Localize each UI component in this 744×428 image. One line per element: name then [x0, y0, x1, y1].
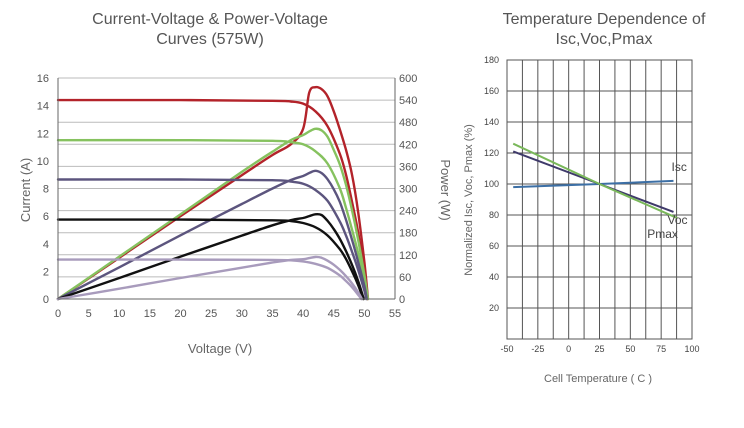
chart2-series-group [512, 142, 678, 220]
chart1-y2-tick-label: 0 [399, 294, 405, 306]
chart2-title-line-2: Isc,Voc,Pmax [556, 31, 653, 48]
chart2-y-tick-label: 60 [489, 241, 499, 251]
chart1-y-axis-label: Current (A) [18, 158, 33, 222]
chart2-y-tick-label: 160 [484, 86, 499, 96]
chart1-y2-tick-label: 120 [399, 250, 417, 262]
chart2-y-tick-label: 80 [489, 210, 499, 220]
chart1-title-line-2: Curves (575W) [156, 31, 264, 48]
chart2-y-axis-ticks: 20 40 60 80 100 120 140 160 180 [484, 55, 499, 313]
chart1-y2-axis-label: Power (W) [438, 159, 453, 220]
chart1-left-axis-ticks: 0 2 4 6 8 10 12 14 16 [37, 73, 49, 306]
chart1-x-tick-label: 20 [174, 308, 186, 320]
chart2-label-isc: Isc [672, 160, 687, 174]
chart1-series-current-6 [56, 218, 365, 301]
chart1-y2-tick-label: 300 [399, 184, 417, 196]
chart1-x-tick-label: 5 [86, 308, 92, 320]
chart1-x-tick-label: 0 [55, 308, 61, 320]
chart1-series-current-4 [56, 178, 368, 301]
chart1-x-tick-label: 50 [358, 308, 370, 320]
chart2-label-pmax: Pmax [647, 227, 678, 241]
chart2-x-axis-label: Cell Temperature ( C ) [544, 373, 652, 385]
chart2-x-tick-label: 75 [656, 344, 666, 354]
chart1-x-axis-label: Voltage (V) [188, 341, 252, 356]
chart1-series-power-9 [56, 255, 364, 301]
temperature-dependence-chart: Temperature Dependence of Isc,Voc,Pmax 2… [463, 11, 706, 385]
chart1-series-current-0 [56, 98, 369, 301]
chart2-y-tick-label: 120 [484, 148, 499, 158]
chart1-x-tick-label: 10 [113, 308, 125, 320]
chart2-x-tick-label: -25 [531, 344, 544, 354]
chart1-x-tick-label: 40 [297, 308, 309, 320]
chart1-series-power-3 [56, 127, 370, 301]
chart1-y-tick-label: 8 [43, 184, 49, 196]
chart1-y-tick-label: 2 [43, 266, 49, 278]
chart2-y-tick-label: 180 [484, 55, 499, 65]
chart1-y-tick-label: 14 [37, 101, 49, 113]
chart1-series-current-8 [56, 258, 363, 301]
chart1-y-tick-label: 4 [43, 239, 49, 251]
iv-pv-chart: Current-Voltage & Power-Voltage Curves (… [18, 11, 453, 356]
chart2-y-axis-label: Normalized Isc, Voc, Pmax (%) [463, 124, 475, 276]
chart2-title-line-1: Temperature Dependence of [503, 11, 706, 28]
chart2-gridlines [506, 59, 693, 340]
chart2-y-tick-label: 140 [484, 117, 499, 127]
chart2-y-tick-label: 100 [484, 179, 499, 189]
chart1-title-line-1: Current-Voltage & Power-Voltage [92, 11, 328, 28]
chart1-y2-tick-label: 480 [399, 117, 417, 129]
chart2-x-tick-label: 25 [594, 344, 604, 354]
chart1-x-tick-label: 30 [236, 308, 248, 320]
chart1-axes [57, 78, 396, 300]
chart1-x-tick-label: 55 [389, 308, 401, 320]
chart1-y-tick-label: 12 [37, 128, 49, 140]
chart2-series-pmax [512, 142, 678, 220]
chart1-series-group [56, 85, 370, 301]
chart1-y-tick-label: 10 [37, 156, 49, 168]
chart1-y2-tick-label: 360 [399, 161, 417, 173]
chart1-y-tick-label: 0 [43, 294, 49, 306]
chart1-y-tick-label: 6 [43, 211, 49, 223]
chart1-x-tick-label: 35 [266, 308, 278, 320]
chart1-right-axis-ticks: 0 60 120 180 240 300 360 420 480 540 600 [399, 73, 417, 306]
chart1-series-power-1 [56, 85, 370, 301]
chart1-x-tick-label: 45 [328, 308, 340, 320]
chart1-series-current-2 [56, 138, 369, 301]
chart1-y2-tick-label: 60 [399, 272, 411, 284]
chart1-y2-tick-label: 600 [399, 73, 417, 85]
chart2-x-tick-label: 100 [684, 344, 699, 354]
chart2-x-tick-label: 50 [625, 344, 635, 354]
chart1-y2-tick-label: 240 [399, 206, 417, 218]
chart2-x-tick-label: -50 [500, 344, 513, 354]
chart2-x-tick-label: 0 [566, 344, 571, 354]
chart2-label-voc: Voc [668, 213, 688, 227]
chart1-y2-tick-label: 420 [399, 139, 417, 151]
chart1-x-tick-label: 15 [144, 308, 156, 320]
chart1-series-power-7 [56, 212, 365, 301]
chart2-y-tick-label: 20 [489, 303, 499, 313]
chart1-x-tick-label: 25 [205, 308, 217, 320]
chart1-y2-tick-label: 540 [399, 95, 417, 107]
chart2-y-tick-label: 40 [489, 272, 499, 282]
chart1-x-axis-ticks: 0 5 10 15 20 25 30 35 40 45 50 55 [55, 308, 401, 320]
chart1-series-power-5 [56, 169, 368, 301]
chart2-x-axis-ticks: -50 -25 0 25 50 75 100 [500, 344, 699, 354]
chart1-y2-tick-label: 180 [399, 228, 417, 240]
chart1-y-tick-label: 16 [37, 73, 49, 85]
